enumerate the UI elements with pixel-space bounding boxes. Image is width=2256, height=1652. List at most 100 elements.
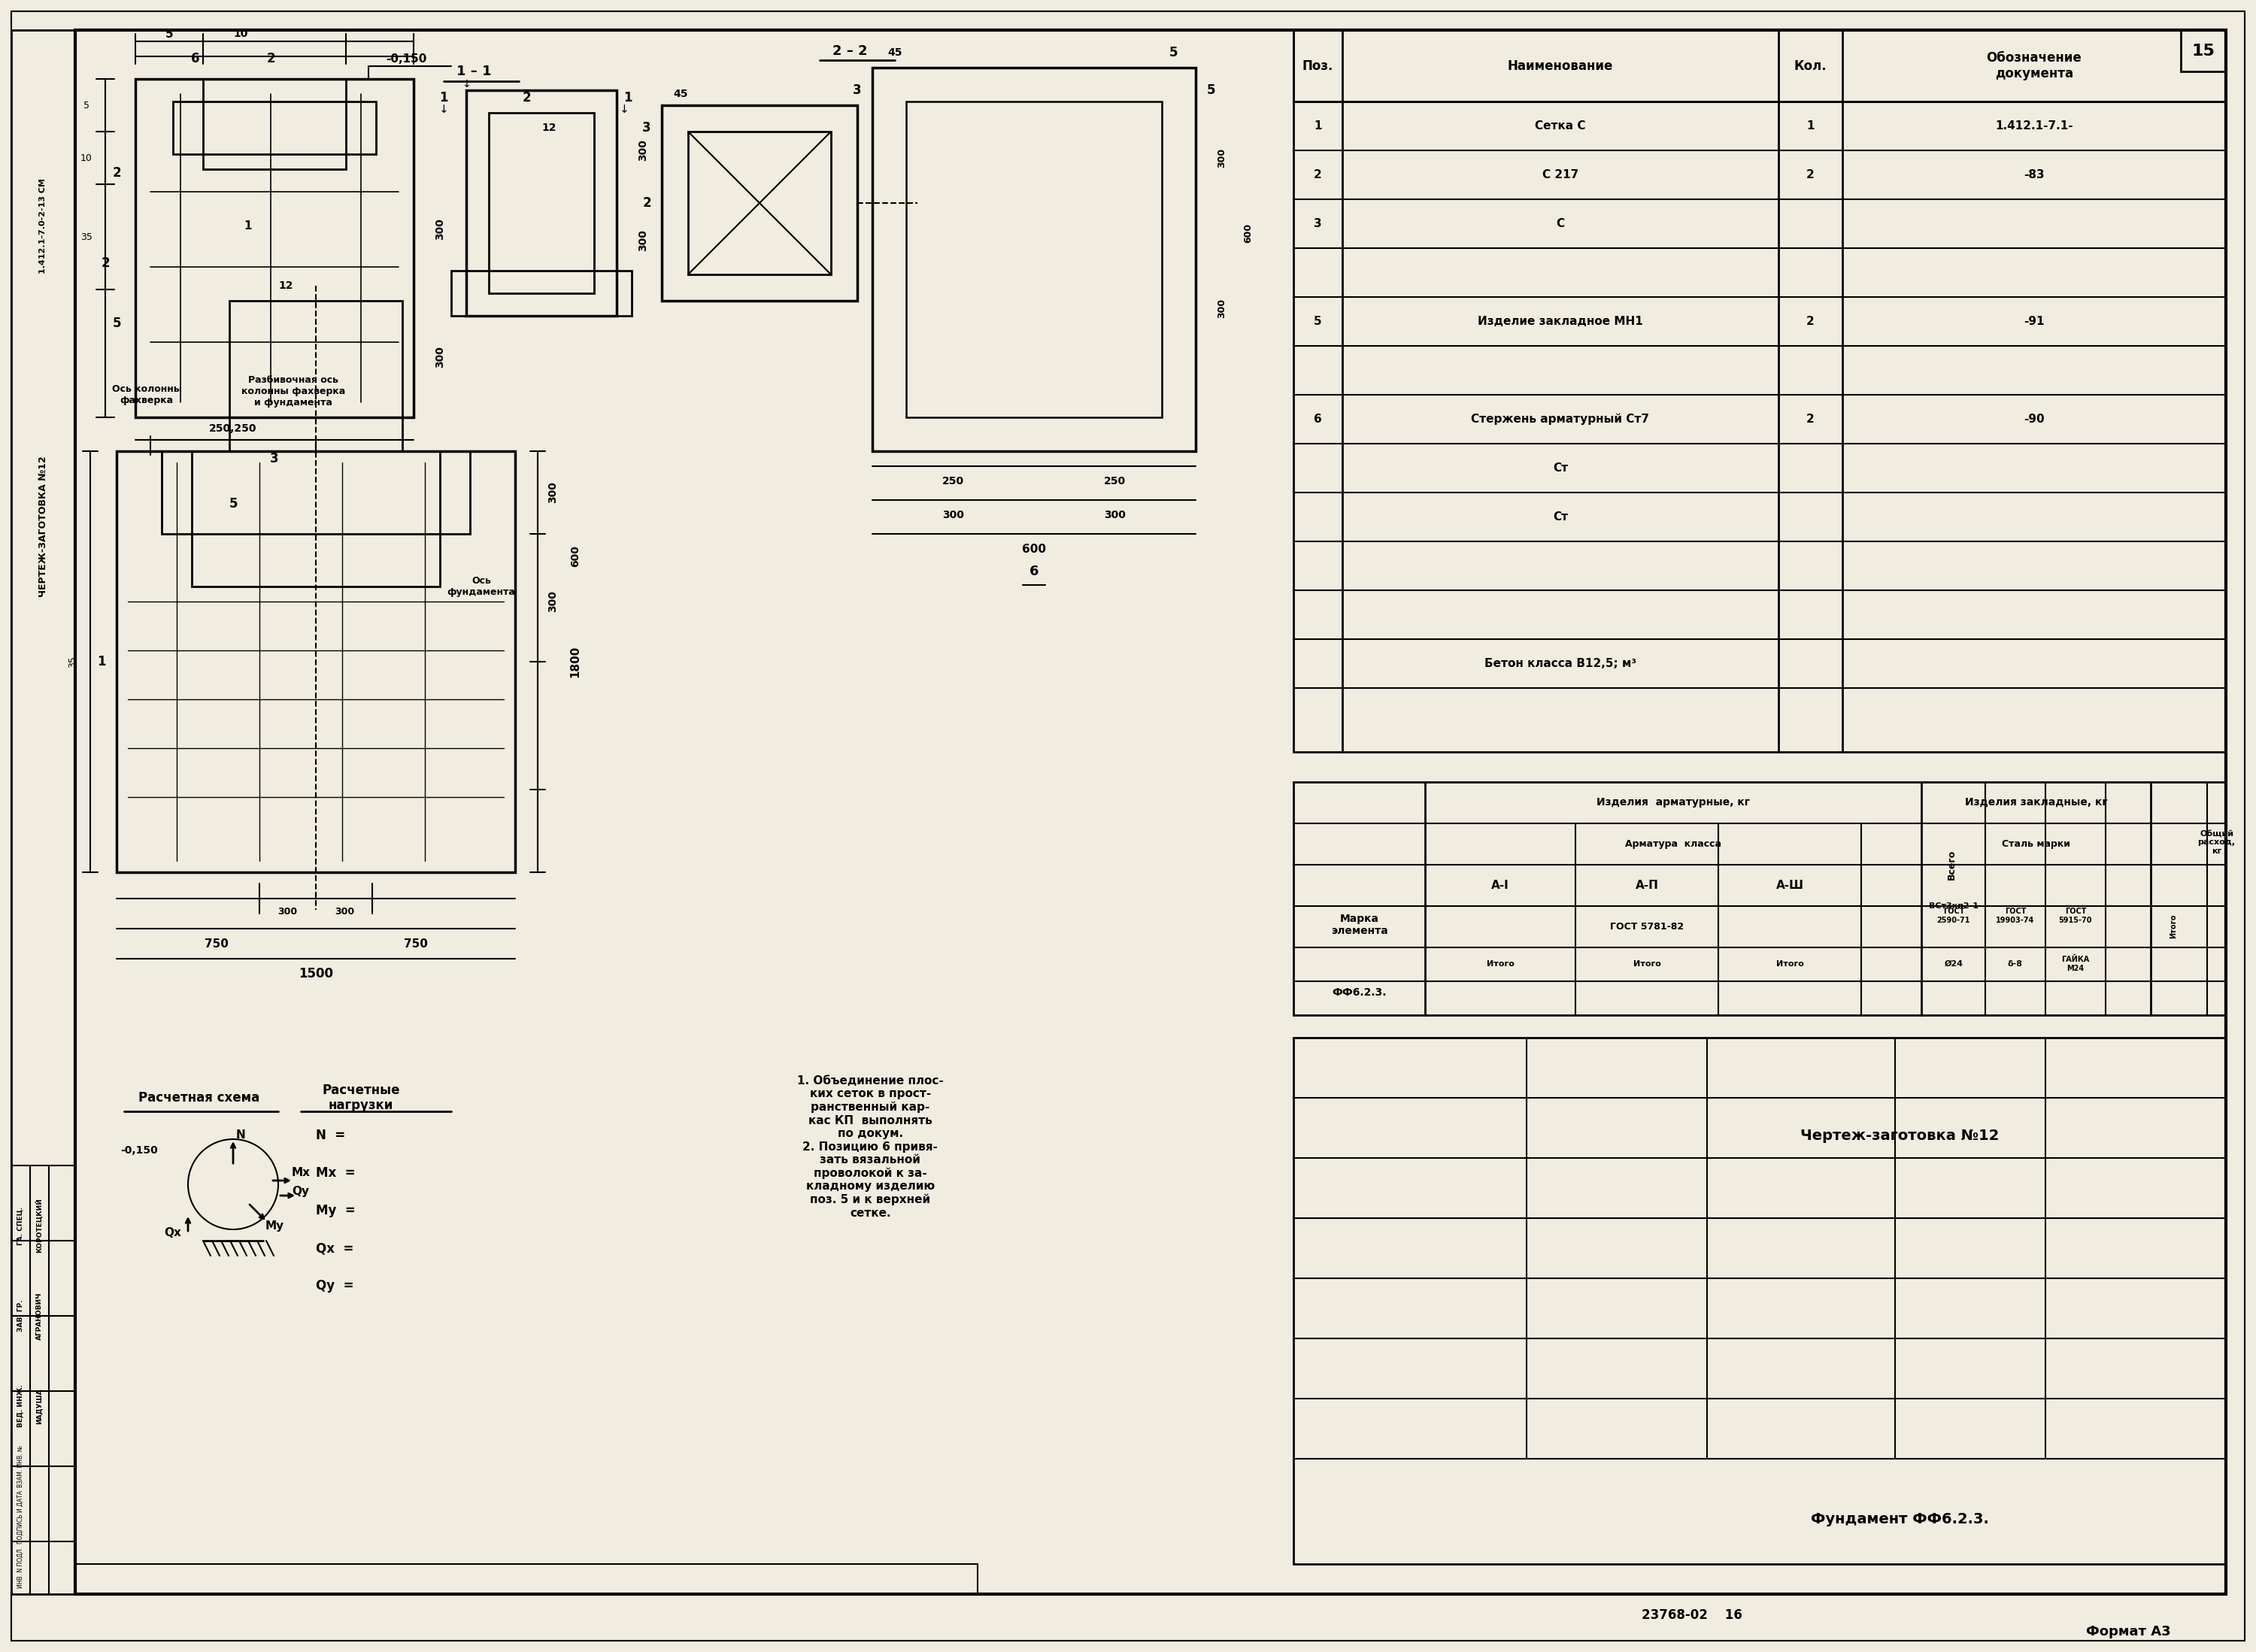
Text: ЧЕРТЕЖ-ЗАГОТОВКА №12: ЧЕРТЕЖ-ЗАГОТОВКА №12 [38, 456, 47, 596]
Text: δ-8: δ-8 [2008, 960, 2024, 968]
Text: 600: 600 [571, 545, 580, 567]
Text: 250,250: 250,250 [210, 423, 257, 434]
Bar [490, 112, 593, 294]
Text: Изделия закладные, кг: Изделия закладные, кг [1965, 796, 2107, 808]
Text: 10: 10 [81, 154, 92, 164]
Text: 2 – 2: 2 – 2 [832, 45, 866, 58]
Text: Стержень арматурный Ст7: Стержень арматурный Ст7 [1471, 413, 1649, 425]
Text: Расчетная схема: Расчетная схема [138, 1090, 259, 1105]
Bar [1293, 781, 2227, 1014]
Text: ГА. СПЕЦ.: ГА. СПЕЦ. [18, 1206, 25, 1246]
Text: 1: 1 [623, 91, 632, 104]
Text: Mx: Mx [291, 1168, 311, 1178]
Text: 35: 35 [68, 656, 79, 667]
Text: N  =: N = [316, 1128, 345, 1142]
Text: ГОСТ
19903-74: ГОСТ 19903-74 [1997, 907, 2035, 923]
Text: 1: 1 [97, 654, 106, 669]
Text: Поз.: Поз. [1302, 59, 1333, 73]
Text: Арматура  класса: Арматура класса [1624, 839, 1721, 849]
Text: 12: 12 [277, 281, 293, 291]
Text: 1500: 1500 [298, 966, 334, 981]
Text: Всего: Всего [1947, 849, 1956, 881]
Text: 2: 2 [1807, 169, 1814, 180]
Text: 1: 1 [244, 220, 253, 231]
Text: 2: 2 [643, 197, 652, 210]
Text: Общий
расход,
кг: Общий расход, кг [2197, 829, 2236, 854]
Text: 1. Объединение плос-
ких сеток в прост-
ранственный кар-
кас КП  выполнять
по до: 1. Объединение плос- ких сеток в прост- … [796, 1075, 943, 1219]
Text: N: N [237, 1130, 246, 1142]
Bar [1293, 1037, 2227, 1564]
Text: А-Ш: А-Ш [1775, 879, 1805, 890]
Text: А-I: А-I [1491, 879, 1509, 890]
Text: Итого: Итого [2170, 914, 2177, 938]
Text: 1800: 1800 [569, 646, 582, 677]
Text: КОРОТЕЦКИЙ: КОРОТЕЦКИЙ [36, 1198, 43, 1254]
Text: My: My [264, 1221, 284, 1231]
Text: 5: 5 [1313, 316, 1322, 327]
Text: 300: 300 [277, 907, 298, 917]
Text: 600: 600 [1022, 544, 1047, 555]
Text: 2: 2 [1313, 169, 1322, 180]
Text: 6: 6 [192, 51, 201, 66]
Text: Кол.: Кол. [1794, 59, 1827, 73]
Text: Qy: Qy [293, 1186, 309, 1198]
Text: Изделия  арматурные, кг: Изделия арматурные, кг [1597, 796, 1751, 808]
Text: 250: 250 [943, 476, 963, 486]
Text: 300: 300 [435, 347, 444, 368]
Text: Qx  =: Qx = [316, 1241, 354, 1256]
Text: -83: -83 [2024, 169, 2044, 180]
Text: 2: 2 [1807, 413, 1814, 425]
Text: -0,150: -0,150 [120, 1145, 158, 1156]
Text: ГАЙКА
М24: ГАЙКА М24 [2062, 957, 2089, 971]
Text: ГОСТ
2590-71: ГОСТ 2590-71 [1938, 907, 1969, 923]
Text: 300: 300 [334, 907, 354, 917]
Text: 750: 750 [205, 938, 228, 950]
Text: 750: 750 [404, 938, 426, 950]
Text: 10: 10 [232, 28, 248, 40]
Text: 45: 45 [887, 48, 902, 58]
Text: 15: 15 [2193, 43, 2215, 59]
Text: ГОСТ 5781-82: ГОСТ 5781-82 [1611, 922, 1683, 932]
Text: Разбивочная ось
колонны фахверка
и фундамента: Разбивочная ось колонны фахверка и фунда… [241, 375, 345, 406]
Bar [688, 132, 830, 274]
Text: 300: 300 [638, 230, 647, 251]
Text: Формат А3: Формат А3 [2087, 1626, 2170, 1639]
Text: ИНВ. N ПОДЛ.: ИНВ. N ПОДЛ. [18, 1546, 25, 1588]
Text: ЗАВ. ГР.: ЗАВ. ГР. [18, 1300, 25, 1332]
Bar [192, 451, 440, 586]
Bar [135, 79, 413, 418]
Bar [467, 91, 616, 316]
Text: Обозначение
документа: Обозначение документа [1988, 51, 2082, 81]
Text: Чертеж-заготовка №12: Чертеж-заготовка №12 [1800, 1128, 1999, 1143]
Text: -0,150: -0,150 [386, 53, 426, 64]
Text: 300: 300 [943, 510, 963, 520]
Text: My  =: My = [316, 1204, 356, 1218]
Text: 2: 2 [102, 256, 111, 269]
Text: ↓: ↓ [440, 104, 449, 114]
Text: Ось колонны
фахверка: Ось колонны фахверка [113, 385, 183, 405]
Text: ВЕД. ИНЖ.: ВЕД. ИНЖ. [18, 1384, 25, 1427]
Bar [162, 451, 469, 534]
Text: Итого: Итого [1487, 960, 1514, 968]
Text: 6: 6 [1313, 413, 1322, 425]
Text: Марка
элемента: Марка элемента [1331, 914, 1387, 937]
Text: Mx  =: Mx = [316, 1166, 356, 1180]
Text: 300: 300 [638, 139, 647, 162]
Text: 5: 5 [1207, 84, 1216, 97]
Text: С: С [1557, 218, 1566, 230]
Bar [11, 30, 74, 1594]
Text: 5: 5 [83, 101, 90, 111]
Text: А-П: А-П [1636, 879, 1658, 890]
Text: Ø24: Ø24 [1945, 960, 1963, 968]
Text: ВСт3кп2-1: ВСт3кп2-1 [1929, 902, 1979, 910]
Text: Сетка С: Сетка С [1534, 121, 1586, 132]
Text: ГОСТ
5915-70: ГОСТ 5915-70 [2060, 907, 2091, 923]
Text: Наименование: Наименование [1507, 59, 1613, 73]
Text: 300: 300 [548, 482, 557, 504]
Text: Фундамент ФФ6.2.3.: Фундамент ФФ6.2.3. [1812, 1512, 1988, 1526]
Text: 1.412.1-7.1-: 1.412.1-7.1- [1994, 121, 2073, 132]
Bar [1293, 30, 2227, 101]
Bar [74, 1564, 977, 1594]
Bar [1293, 30, 2227, 752]
Text: 3: 3 [643, 121, 652, 134]
